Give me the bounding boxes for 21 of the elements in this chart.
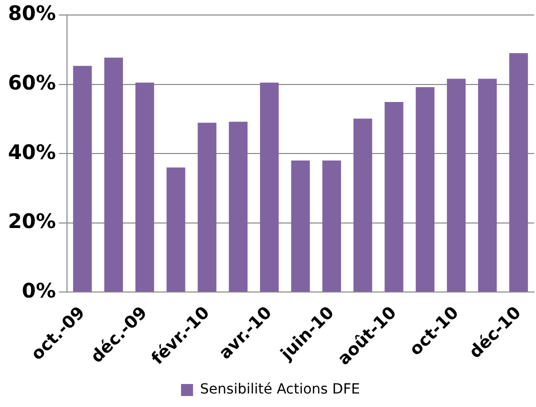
bar bbox=[228, 122, 248, 292]
bar bbox=[446, 78, 466, 292]
y-tick-label: 60% bbox=[8, 70, 56, 94]
legend-label: Sensibilité Actions DFE bbox=[200, 382, 360, 398]
bar bbox=[73, 66, 92, 292]
bar bbox=[416, 87, 434, 292]
bar bbox=[166, 167, 186, 292]
bar bbox=[509, 53, 528, 292]
bar bbox=[322, 160, 342, 292]
y-tick-label: 80% bbox=[8, 1, 56, 26]
bar bbox=[104, 58, 123, 292]
bar bbox=[384, 102, 404, 292]
bar bbox=[478, 78, 497, 292]
bar bbox=[353, 118, 372, 292]
bar bbox=[198, 122, 216, 292]
bar bbox=[260, 82, 279, 292]
y-tick-label: 20% bbox=[8, 209, 56, 234]
bar bbox=[135, 82, 154, 292]
bar bbox=[291, 160, 310, 292]
y-tick-label: 40% bbox=[8, 140, 56, 164]
y-tick-label: 0% bbox=[22, 278, 56, 302]
